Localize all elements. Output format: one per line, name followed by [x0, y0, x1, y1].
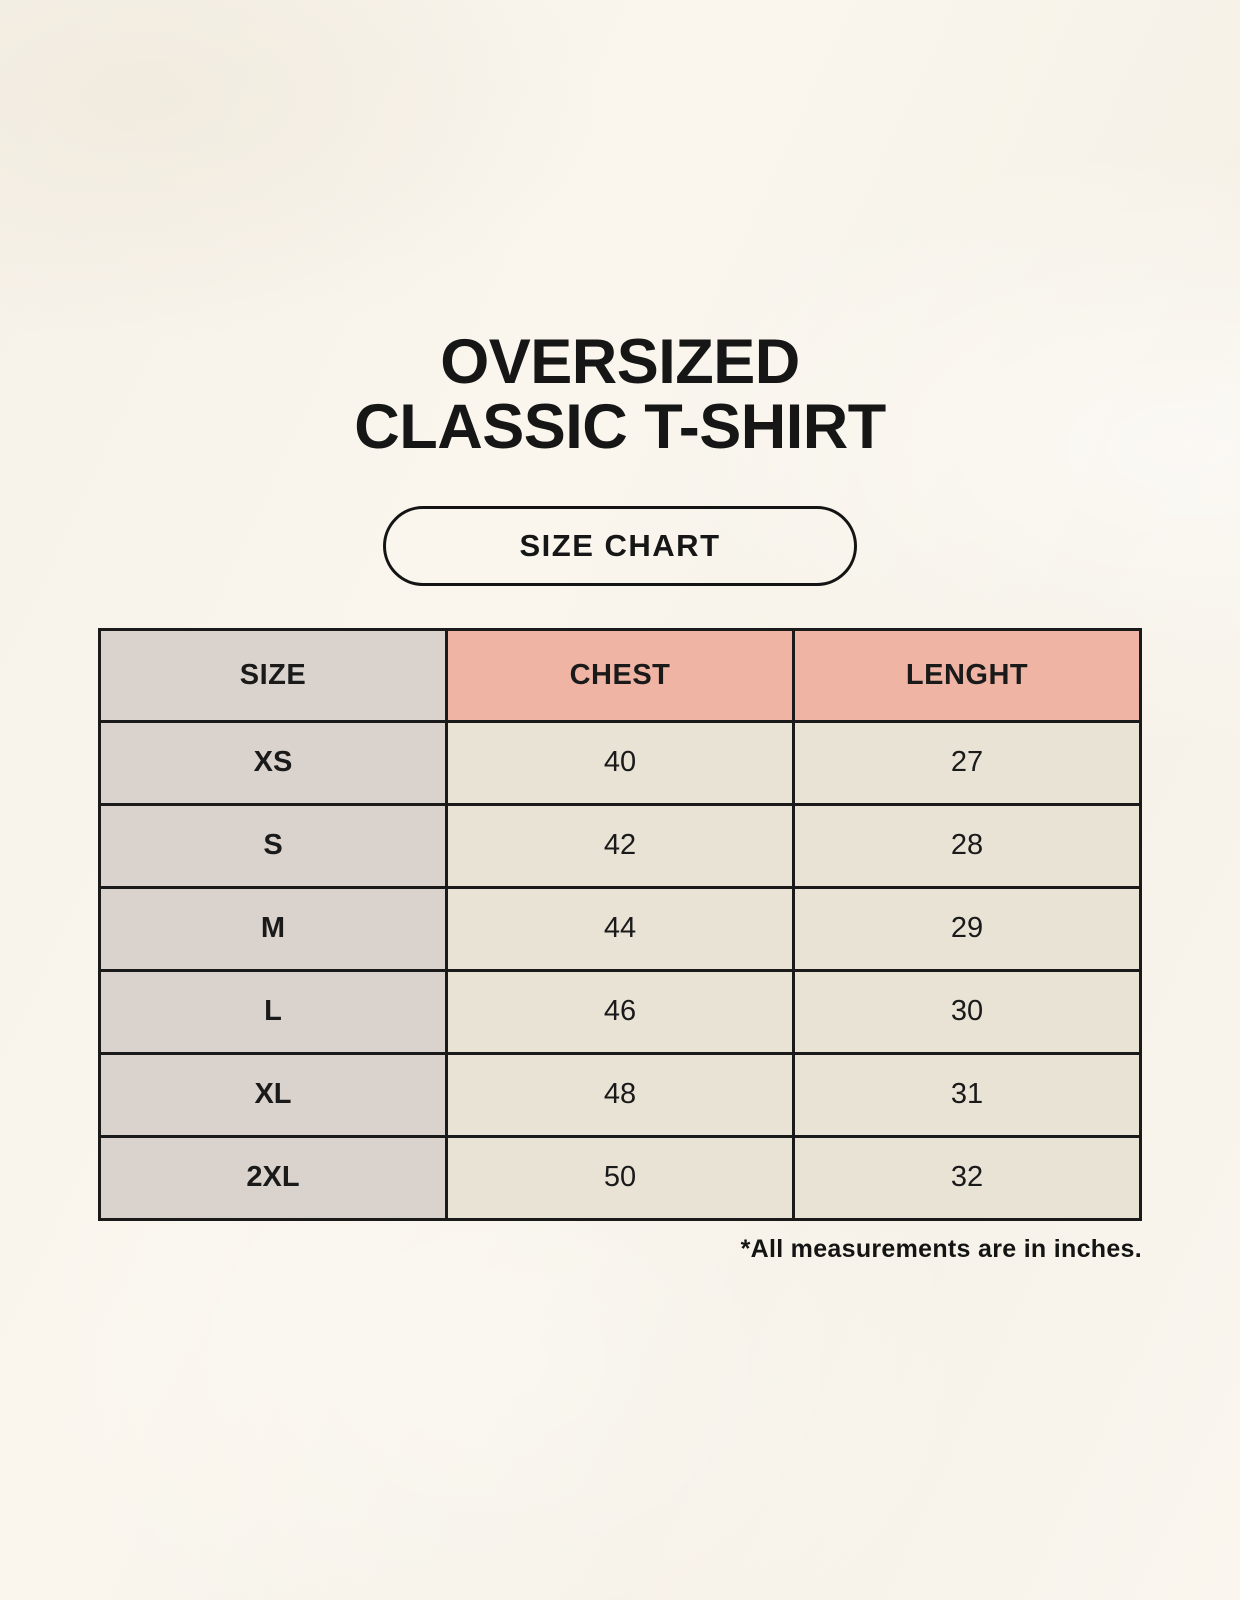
- size-cell: XS: [98, 719, 448, 806]
- chest-cell: 50: [445, 1134, 795, 1221]
- size-chart-badge-label: SIZE CHART: [519, 527, 721, 563]
- chest-cell: 42: [445, 802, 795, 889]
- table-row-xs: XS 40 27: [98, 719, 1142, 806]
- size-chart-badge: SIZE CHART: [383, 505, 857, 586]
- column-header-size: SIZE: [98, 627, 448, 723]
- column-header-chest: CHEST: [445, 627, 795, 723]
- size-table-container: SIZE CHEST LENGHT XS 40 27 S 42 28 M: [98, 627, 1142, 1264]
- chest-cell: 40: [445, 719, 795, 806]
- size-cell: S: [98, 802, 448, 889]
- lenght-cell: 29: [792, 885, 1142, 972]
- table-row-s: S 42 28: [98, 802, 1142, 889]
- product-title: OVERSIZED CLASSIC T-SHIRT: [0, 330, 1240, 460]
- table-row-xl: XL 48 31: [98, 1051, 1142, 1138]
- title-block: OVERSIZED CLASSIC T-SHIRT: [0, 330, 1240, 460]
- table-row-l: L 46 30: [98, 968, 1142, 1055]
- badge-wrap: SIZE CHART: [0, 505, 1240, 586]
- product-title-line2: CLASSIC T-SHIRT: [354, 391, 886, 462]
- chest-cell: 48: [445, 1051, 795, 1138]
- product-title-line1: OVERSIZED: [440, 327, 800, 397]
- size-table: SIZE CHEST LENGHT XS 40 27 S 42 28 M: [98, 627, 1142, 1221]
- lenght-cell: 28: [792, 802, 1142, 889]
- size-cell: M: [98, 885, 448, 972]
- lenght-cell: 32: [792, 1134, 1142, 1221]
- table-header-row: SIZE CHEST LENGHT: [98, 627, 1142, 723]
- lenght-cell: 30: [792, 968, 1142, 1055]
- chest-cell: 44: [445, 885, 795, 972]
- measurements-footnote: *All measurements are in inches.: [740, 1234, 1142, 1263]
- size-cell: XL: [98, 1051, 448, 1138]
- size-cell: L: [98, 968, 448, 1055]
- size-cell: 2XL: [98, 1134, 448, 1221]
- lenght-cell: 31: [792, 1051, 1142, 1138]
- chest-cell: 46: [445, 968, 795, 1055]
- column-header-lenght: LENGHT: [792, 627, 1142, 723]
- lenght-cell: 27: [792, 719, 1142, 806]
- table-row-m: M 44 29: [98, 885, 1142, 972]
- table-row-2xl: 2XL 50 32: [98, 1134, 1142, 1221]
